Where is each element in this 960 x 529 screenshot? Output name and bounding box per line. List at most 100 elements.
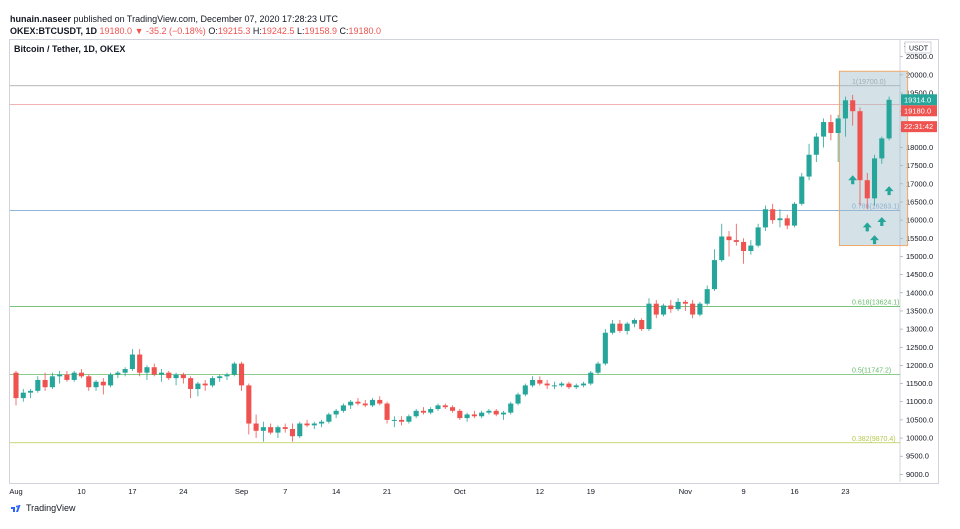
candle-up[interactable] bbox=[522, 385, 528, 395]
candle-up[interactable] bbox=[646, 303, 652, 330]
candle-up[interactable] bbox=[588, 372, 594, 384]
candle-up[interactable] bbox=[35, 379, 41, 391]
candle-down[interactable] bbox=[137, 354, 143, 373]
candle-down[interactable] bbox=[770, 209, 776, 221]
candle-up[interactable] bbox=[260, 427, 266, 431]
candle-down[interactable] bbox=[202, 383, 208, 386]
candle-down[interactable] bbox=[180, 374, 186, 379]
candle-up[interactable] bbox=[719, 236, 725, 261]
candle-down[interactable] bbox=[239, 363, 245, 386]
candle-up[interactable] bbox=[508, 403, 514, 413]
candle-up[interactable] bbox=[879, 138, 885, 159]
candle-down[interactable] bbox=[668, 305, 674, 310]
candle-up[interactable] bbox=[486, 410, 492, 413]
candle-down[interactable] bbox=[289, 428, 296, 437]
candle-up[interactable] bbox=[624, 323, 630, 331]
candle-up[interactable] bbox=[406, 416, 412, 422]
candle-up[interactable] bbox=[297, 423, 303, 437]
candle-up[interactable] bbox=[515, 394, 521, 404]
candle-up[interactable] bbox=[530, 379, 536, 386]
up-arrow-icon[interactable] bbox=[870, 235, 880, 245]
candle-up[interactable] bbox=[842, 100, 848, 119]
candle-up[interactable] bbox=[311, 423, 317, 426]
candle-up[interactable] bbox=[129, 354, 135, 370]
candle-down[interactable] bbox=[828, 122, 834, 133]
candle-up[interactable] bbox=[711, 260, 718, 290]
candle-up[interactable] bbox=[319, 421, 325, 424]
candle-down[interactable] bbox=[449, 407, 456, 411]
candle-up[interactable] bbox=[806, 154, 812, 177]
candle-down[interactable] bbox=[471, 414, 477, 417]
up-arrow-icon[interactable] bbox=[848, 175, 858, 185]
candle-up[interactable] bbox=[631, 320, 637, 324]
candle-up[interactable] bbox=[464, 414, 470, 419]
candle-up[interactable] bbox=[479, 412, 485, 417]
candle-up[interactable] bbox=[660, 305, 667, 315]
candle-up[interactable] bbox=[559, 383, 565, 386]
candle-up[interactable] bbox=[777, 218, 783, 221]
candle-up[interactable] bbox=[209, 378, 215, 386]
candle-up[interactable] bbox=[580, 383, 587, 386]
tradingview-logo[interactable]: TradingView bbox=[10, 503, 76, 513]
candle-up[interactable] bbox=[610, 323, 616, 333]
candle-up[interactable] bbox=[791, 203, 798, 226]
candle-up[interactable] bbox=[115, 372, 121, 375]
candle-down[interactable] bbox=[268, 427, 274, 433]
up-arrow-icon[interactable] bbox=[877, 216, 887, 226]
candle-up[interactable] bbox=[173, 374, 179, 379]
candle-down[interactable] bbox=[857, 111, 863, 181]
candle-down[interactable] bbox=[304, 423, 310, 426]
candle-down[interactable] bbox=[784, 218, 790, 226]
candle-down[interactable] bbox=[100, 381, 106, 386]
candle-down[interactable] bbox=[384, 403, 390, 420]
candle-down[interactable] bbox=[442, 405, 448, 408]
candle-down[interactable] bbox=[166, 372, 172, 379]
candle-down[interactable] bbox=[151, 367, 157, 375]
candle-up[interactable] bbox=[573, 385, 579, 388]
candle-down[interactable] bbox=[537, 379, 543, 384]
candle-up[interactable] bbox=[413, 410, 419, 417]
candle-down[interactable] bbox=[64, 374, 70, 380]
candle-up[interactable] bbox=[704, 289, 710, 304]
candle-down[interactable] bbox=[13, 372, 19, 399]
candle-up[interactable] bbox=[28, 390, 34, 393]
candle-down[interactable] bbox=[544, 383, 550, 386]
candle-up[interactable] bbox=[348, 401, 354, 406]
candle-up[interactable] bbox=[886, 99, 892, 139]
candle-up[interactable] bbox=[369, 399, 376, 406]
candle-up[interactable] bbox=[333, 410, 339, 415]
candle-down[interactable] bbox=[566, 383, 572, 388]
candle-up[interactable] bbox=[391, 419, 397, 421]
candle-up[interactable] bbox=[231, 363, 237, 375]
candle-up[interactable] bbox=[821, 122, 827, 137]
candle-up[interactable] bbox=[144, 367, 150, 373]
candle-down[interactable] bbox=[864, 180, 870, 199]
candle-up[interactable] bbox=[813, 136, 819, 155]
candle-up[interactable] bbox=[275, 427, 281, 433]
candle-down[interactable] bbox=[188, 378, 194, 390]
candle-down[interactable] bbox=[617, 323, 623, 331]
candle-down[interactable] bbox=[362, 403, 368, 406]
candle-down[interactable] bbox=[246, 385, 252, 424]
candle-down[interactable] bbox=[86, 376, 92, 388]
candle-up[interactable] bbox=[595, 363, 601, 373]
candle-down[interactable] bbox=[253, 423, 259, 431]
candle-down[interactable] bbox=[850, 100, 856, 112]
candle-down[interactable] bbox=[493, 410, 499, 415]
candle-up[interactable] bbox=[871, 158, 878, 199]
currency-badge[interactable] bbox=[904, 41, 932, 54]
candle-down[interactable] bbox=[377, 399, 383, 404]
candle-up[interactable] bbox=[835, 118, 841, 133]
candle-up[interactable] bbox=[108, 374, 114, 386]
candle-down[interactable] bbox=[282, 427, 288, 429]
candle-up[interactable] bbox=[57, 374, 63, 377]
candle-down[interactable] bbox=[399, 419, 405, 422]
candle-down[interactable] bbox=[733, 240, 739, 242]
candle-up[interactable] bbox=[428, 408, 434, 413]
candle-up[interactable] bbox=[158, 372, 165, 375]
candle-up[interactable] bbox=[122, 369, 128, 373]
candle-up[interactable] bbox=[217, 376, 223, 379]
candle-up[interactable] bbox=[675, 301, 681, 310]
candle-up[interactable] bbox=[799, 176, 805, 204]
